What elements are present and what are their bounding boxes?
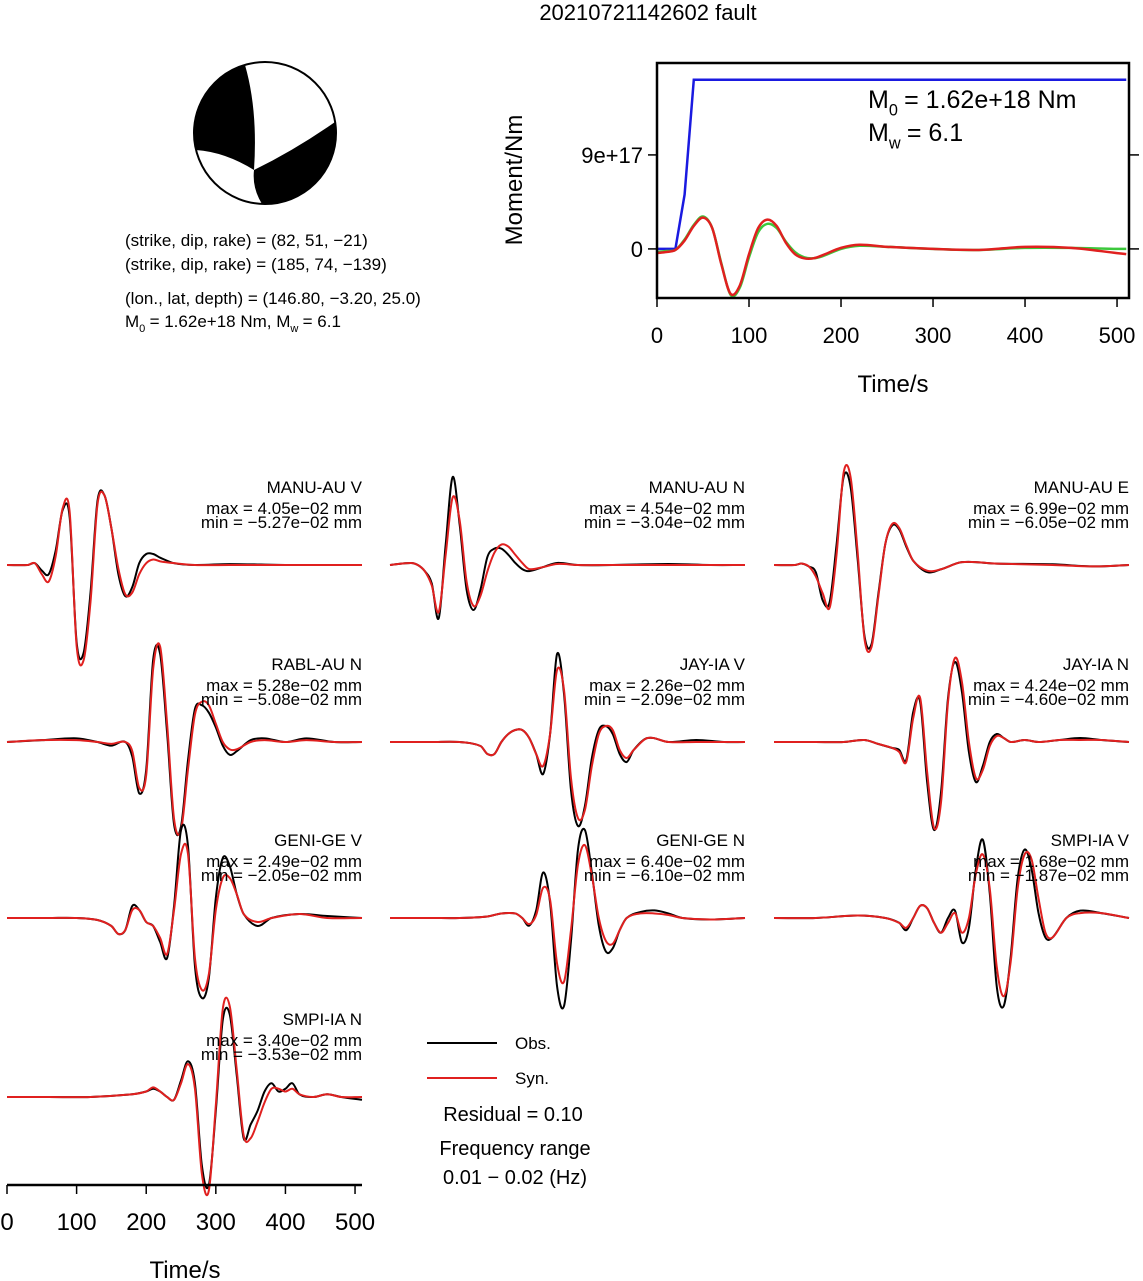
text-part: = 1.62e+18 Nm, M [150, 312, 291, 331]
min-label: min = −2.05e−02 mm [201, 866, 362, 885]
text-part: M [868, 86, 889, 114]
station-label: GENI-GE N [656, 831, 745, 850]
y-axis-label: Moment/Nm [501, 115, 528, 246]
x-axis-label: Time/s [149, 1257, 220, 1281]
min-label: min = −2.09e−02 mm [584, 690, 745, 709]
text-part: = 6.1 [907, 119, 963, 147]
min-label: min = −4.60e−02 mm [968, 690, 1129, 709]
station-label: RABL-AU N [271, 655, 362, 674]
max-label: max = 5.28e−02 mm [206, 676, 362, 695]
min-label: min = −3.04e−02 mm [584, 513, 745, 532]
subscript-text: Mw = 6.1 [868, 119, 963, 153]
nodal-plane: (strike, dip, rake) = (185, 74, −139) [125, 255, 387, 274]
location: (lon., lat, depth) = (146.80, −3.20, 25.… [125, 289, 421, 308]
x-tick-label: 300 [196, 1209, 236, 1236]
x-tick-label: 400 [265, 1209, 305, 1236]
station-label: SMPI-IA N [283, 1010, 362, 1029]
min-label: min = −1.87e−02 mm [968, 866, 1129, 885]
legend-label: Obs. [515, 1034, 551, 1053]
text-part: M [868, 119, 889, 147]
synthetic-trace [390, 843, 746, 985]
max-label: max = 2.26e−02 mm [589, 676, 745, 695]
beachball-outline [193, 61, 337, 205]
station-label: GENI-GE V [274, 831, 363, 850]
station-label: MANU-AU E [1034, 478, 1129, 497]
legend-label: Syn. [515, 1069, 549, 1088]
max-label: max = 6.99e−02 mm [973, 499, 1129, 518]
text-part: = 6.1 [303, 312, 341, 331]
moment-line [657, 78, 1127, 251]
synthetic-trace [389, 495, 745, 614]
max-label: max = 3.40e−02 mm [206, 1031, 362, 1050]
x-tick-label: 200 [126, 1209, 166, 1236]
subscript: 0 [139, 323, 145, 335]
max-label: max = 6.40e−02 mm [589, 852, 745, 871]
synthetic-trace [773, 464, 1130, 653]
min-label: min = −6.05e−02 mm [968, 513, 1129, 532]
station-label: JAY-IA N [1063, 655, 1129, 674]
beachball [193, 61, 337, 205]
min-label: min = −6.10e−02 mm [584, 866, 745, 885]
subscript-text: M0 = 1.62e+18 Nm, Mw = 6.1 [125, 312, 341, 335]
plot-frame [655, 61, 1131, 300]
station-label: JAY-IA V [680, 655, 746, 674]
text-part: = 1.62e+18 Nm [904, 86, 1076, 114]
synthetic-trace [773, 850, 1130, 998]
max-label: max = 4.24e−02 mm [973, 676, 1129, 695]
x-tick-label: 400 [1007, 323, 1044, 348]
synthetic-trace [7, 996, 363, 1197]
observed-trace [773, 838, 1130, 1009]
synthetic-trace [773, 656, 1130, 831]
x-tick-label: 500 [335, 1209, 375, 1236]
text-part: M [125, 312, 139, 331]
x-tick-label: 200 [823, 323, 860, 348]
x-tick-label: 0 [0, 1209, 13, 1236]
subscript: w [888, 135, 901, 153]
beachball-compression [193, 65, 255, 170]
residual: Residual = 0.10 [443, 1104, 583, 1126]
max-label: max = 4.54e−02 mm [589, 499, 745, 518]
min-label: min = −3.53e−02 mm [201, 1045, 362, 1064]
station-label: MANU-AU V [267, 478, 363, 497]
observed-trace [7, 823, 363, 1000]
max-label: max = 2.49e−02 mm [206, 852, 362, 871]
subscript: w [289, 323, 298, 335]
max-label: max = 1.68e−02 mm [973, 852, 1129, 871]
y-tick-label: 9e+17 [581, 143, 643, 168]
figure-title: 20210721142602 fault [539, 0, 756, 25]
y-tick-label: 0 [631, 237, 643, 262]
synthetic-trace [7, 842, 363, 992]
x-tick-label: 500 [1099, 323, 1136, 348]
nodal-plane: (strike, dip, rake) = (82, 51, −21) [125, 231, 368, 250]
subscript-text: M0 = 1.62e+18 Nm [868, 86, 1076, 120]
synthetic-trace [389, 666, 745, 822]
min-label: min = −5.27e−02 mm [201, 513, 362, 532]
synthetic-trace [6, 490, 362, 667]
x-tick-label: 100 [731, 323, 768, 348]
frequency-range: 0.01 − 0.02 (Hz) [443, 1167, 587, 1189]
x-tick-label: 100 [57, 1209, 97, 1236]
frequency-range: Frequency range [439, 1138, 590, 1160]
subscript: 0 [889, 102, 898, 120]
max-label: max = 4.05e−02 mm [206, 499, 362, 518]
station-label: MANU-AU N [649, 478, 745, 497]
x-tick-label: 0 [651, 323, 663, 348]
moment-line [656, 216, 1127, 297]
beachball-compression [253, 122, 336, 205]
x-tick-label: 300 [915, 323, 952, 348]
station-label: SMPI-IA V [1051, 831, 1130, 850]
min-label: min = −5.08e−02 mm [201, 690, 362, 709]
x-axis-label: Time/s [857, 371, 928, 398]
